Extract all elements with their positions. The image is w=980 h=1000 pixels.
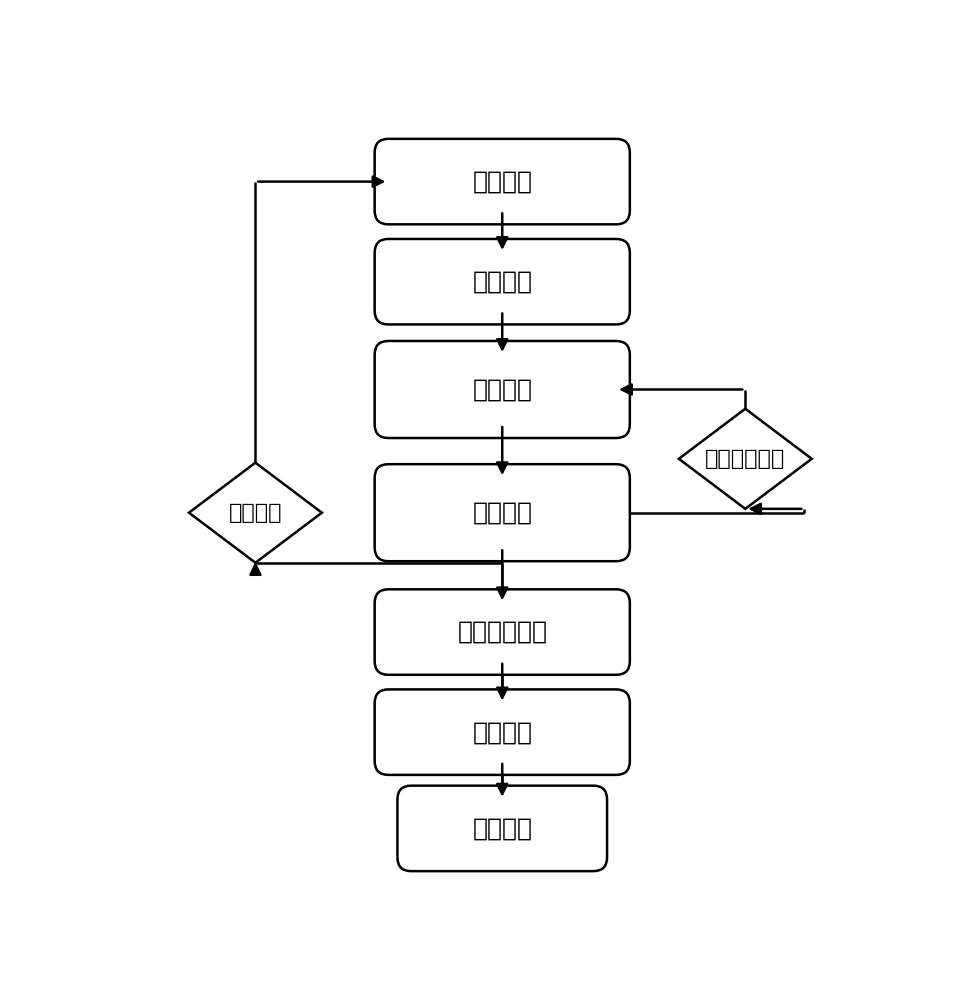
Text: 在线维护再生: 在线维护再生 <box>706 449 785 469</box>
Polygon shape <box>679 409 811 509</box>
Text: 安全运输: 安全运输 <box>472 270 532 294</box>
FancyBboxPatch shape <box>374 139 630 224</box>
Text: 安全运输: 安全运输 <box>472 720 532 744</box>
FancyBboxPatch shape <box>374 341 630 438</box>
FancyBboxPatch shape <box>374 589 630 675</box>
FancyBboxPatch shape <box>374 464 630 561</box>
Polygon shape <box>189 463 321 563</box>
Text: 电池激活: 电池激活 <box>472 377 532 401</box>
Text: 电池出厂: 电池出厂 <box>472 170 532 194</box>
FancyBboxPatch shape <box>398 786 607 871</box>
Text: 回收处理: 回收处理 <box>472 816 532 840</box>
Text: 安全报废处理: 安全报废处理 <box>458 620 547 644</box>
FancyBboxPatch shape <box>374 239 630 324</box>
FancyBboxPatch shape <box>374 689 630 775</box>
Text: 安全运行: 安全运行 <box>472 501 532 525</box>
Text: 再生制造: 再生制造 <box>228 503 282 523</box>
